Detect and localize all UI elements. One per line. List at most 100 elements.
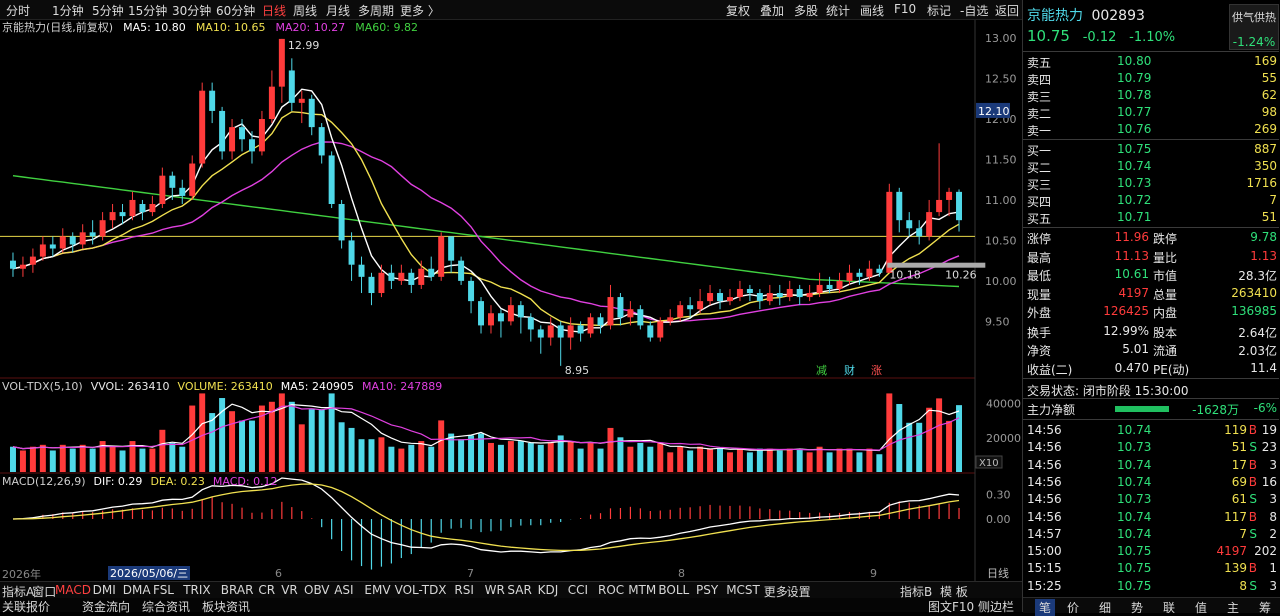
trade-tab-1[interactable]: 价 [1067,601,1080,615]
indicator-tab-23[interactable]: MCST [726,583,760,597]
trade-tab-2[interactable]: 细 [1099,601,1112,615]
volume-bar [746,452,753,472]
period-tab-5[interactable]: 60分钟 [216,4,256,18]
indicator-tab-9[interactable]: VR [281,583,298,597]
indicator-tab-18[interactable]: CCI [567,583,589,597]
quote-cell: 269 [1254,122,1277,136]
period-tab-10[interactable]: 更多 〉 [400,4,440,18]
volume-bar [169,442,176,472]
indicator-tab-14[interactable]: RSI [454,583,474,597]
period-tab-4[interactable]: 30分钟 [172,4,212,18]
indicator-tab-4[interactable]: DMA [122,583,151,597]
quote-cell: 0.470 [1114,360,1149,375]
link-tab-2[interactable]: 综合资讯 [142,600,191,614]
period-tab-2[interactable]: 5分钟 [92,4,124,18]
indicator-tab-3[interactable]: DMI [92,583,116,597]
indicator-right-1[interactable]: 模 板 [940,585,968,599]
indicator-tab-6[interactable]: TRIX [183,583,211,597]
ma10-line [12,111,960,327]
quote-cell: 11.13 [1114,248,1149,263]
toolbar-action-6[interactable]: 标记 [927,4,952,18]
indicator-tab-1[interactable]: 窗口 [32,585,57,599]
quote-cell: 62 [1261,88,1277,102]
period-tab-6[interactable]: 日线 [262,4,287,18]
indicator-tab-5[interactable]: FSL [153,583,174,597]
link-tab-0[interactable]: 关联报价 [2,600,51,614]
period-tab-3[interactable]: 15分钟 [128,4,168,18]
indicator-tab-25[interactable]: 设置 [786,585,811,599]
indicator-tab-bar: 指标A 窗口 MACD DMI DMA FSL TRIX BRAR CR VR OBV ASI EMV V… [0,581,1022,599]
quote-cell: B [1248,509,1257,524]
sidebar-toggle[interactable]: 图文F10 侧边栏 [928,600,1014,614]
candle [906,212,913,237]
indicator-tab-10[interactable]: OBV [304,583,330,597]
volume-bar [268,401,275,472]
separator [1023,51,1279,52]
toolbar-action-4[interactable]: 画线 [860,4,885,18]
candle [338,199,345,249]
indicator-right-0[interactable]: 指标B [900,585,933,599]
period-tab-8[interactable]: 月线 [326,4,351,18]
candle [179,179,186,204]
indicator-tab-21[interactable]: BOLL [658,583,690,597]
toolbar-action-5[interactable]: F10 [894,2,917,16]
candle [687,297,694,318]
volume-bar [537,444,544,472]
volume-header-item: MA10: 247889 [362,380,442,393]
indicator-tab-11[interactable]: ASI [334,583,354,597]
quote-cell: 887 [1254,142,1277,156]
period-tab-1[interactable]: 1分钟 [52,4,84,18]
quote-cell: PE(动) [1153,362,1190,377]
quote-cell: 换手 [1027,325,1052,340]
indicator-tab-17[interactable]: KDJ [537,583,559,597]
quote-row: 买四 10.72 7 [1023,192,1279,209]
toolbar-action-7[interactable]: -自选 [960,4,989,18]
quote-cell: 10.75 [1117,142,1152,156]
candle [288,58,295,111]
indicator-tab-8[interactable]: CR [258,583,276,597]
candle [577,321,584,342]
volume-bar [99,441,106,472]
toolbar-action-3[interactable]: 统计 [826,4,851,18]
sector-tag[interactable]: 供气供热 -1.24% [1229,4,1279,50]
period-tab-7[interactable]: 周线 [293,4,318,18]
toolbar-action-2[interactable]: 多股 [794,4,819,18]
indicator-tab-16[interactable]: SAR [507,583,532,597]
volume-bar [49,450,56,472]
quote-row: 卖一 10.76 269 [1023,121,1279,138]
period-tab-0[interactable]: 分时 [6,4,31,18]
indicator-tab-19[interactable]: ROC [598,583,625,597]
trade-tab-6[interactable]: 主 [1227,601,1240,615]
indicator-tab-13[interactable]: VOL-TDX [394,583,447,597]
quote-cell: S [1249,492,1257,507]
link-tab-3[interactable]: 板块资讯 [202,600,251,614]
trade-tab-3[interactable]: 势 [1131,601,1144,615]
volume-bar [736,448,743,472]
candle [189,155,196,200]
trade-tab-5[interactable]: 值 [1195,601,1208,615]
trade-tab-0[interactable]: 笔 [1035,599,1056,616]
link-tab-bar: 关联报价 资金流向 综合资讯 板块资讯 图文F10 侧边栏 [0,598,1022,614]
indicator-tab-7[interactable]: BRAR [220,583,254,597]
macd-header-item: DEA: 0.23 [150,475,204,488]
candle [428,256,435,281]
indicator-tab-24[interactable]: 更多 [763,585,788,599]
price-tick: 12.50 [985,73,1017,86]
toolbar-action-8[interactable]: 返回 [995,4,1020,18]
volume-bar [627,446,634,472]
indicator-tab-22[interactable]: PSY [696,583,719,597]
volume-bar [926,407,933,472]
indicator-tab-15[interactable]: WR [484,583,505,597]
toolbar-action-0[interactable]: 复权 [726,4,751,18]
indicator-tab-12[interactable]: EMV [364,583,391,597]
period-tab-9[interactable]: 多周期 [358,4,395,18]
quote-cell: -1628万 [1192,403,1239,417]
trade-tab-7[interactable]: 筹 [1259,601,1272,615]
indicator-tab-2[interactable]: MACD [55,583,91,597]
trade-tab-4[interactable]: 联 [1163,601,1176,615]
kline-chart[interactable]: 13.0012.5012.0011.5011.0010.5010.009.501… [0,20,1022,581]
toolbar-action-1[interactable]: 叠加 [760,4,785,18]
link-tab-1[interactable]: 资金流向 [82,600,131,614]
indicator-tab-0[interactable]: 指标A [2,585,35,599]
indicator-tab-20[interactable]: MTM [628,583,657,597]
